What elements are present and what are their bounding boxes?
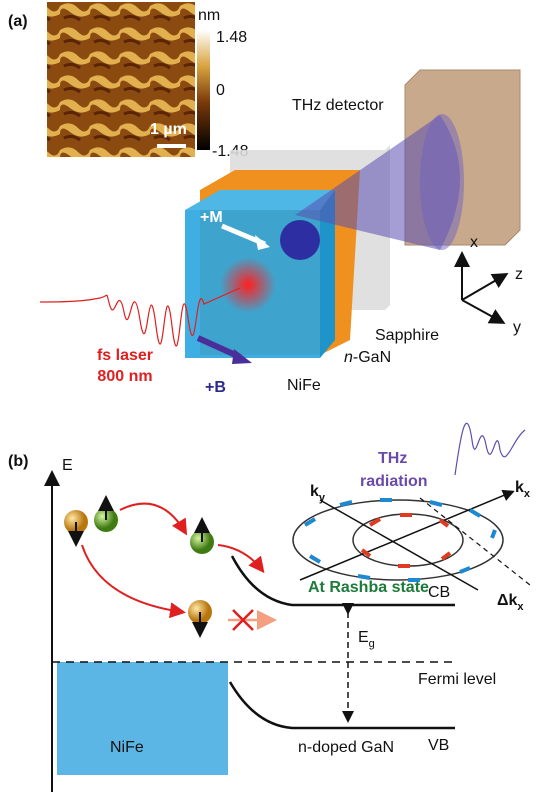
eg-main: E <box>358 629 369 646</box>
colorbar-max: 1.48 <box>216 29 247 46</box>
kx-main: k <box>515 479 524 496</box>
ky-sub: y <box>319 492 326 504</box>
vb-label: VB <box>428 737 449 754</box>
rashba-label: At Rashba state <box>308 579 429 596</box>
axes-glyph <box>462 255 505 322</box>
colorbar-mid: 0 <box>216 82 225 99</box>
electrons <box>64 499 272 634</box>
axis-x: x <box>470 234 478 251</box>
eg-sub: g <box>369 638 375 650</box>
detector-label: THz detector <box>292 97 384 114</box>
dkx-sub: x <box>517 601 524 613</box>
panel-label: (b) <box>8 453 28 470</box>
vb-band <box>230 682 455 728</box>
dkx-main: Δk <box>497 592 518 609</box>
laser-label: fs laser <box>97 347 153 364</box>
scale-label: 1 µm <box>150 121 187 138</box>
gan-label: n-doped GaN <box>298 739 394 756</box>
panel-label: (a) <box>8 13 28 30</box>
energy-label: E <box>62 457 73 474</box>
colorbar-unit: nm <box>198 7 220 24</box>
laser-spot <box>220 257 276 313</box>
rashba-diagram <box>293 423 530 590</box>
figure: (a) nm 1.48 0 -1.48 1 µm THz detector +M… <box>0 0 553 800</box>
thz-beam-end <box>420 114 464 250</box>
thz-source <box>280 220 320 260</box>
axis-y: y <box>513 319 521 336</box>
nife-block <box>57 662 228 775</box>
kx-label: kx <box>515 479 531 500</box>
eg-label: Eg <box>358 629 375 650</box>
nife-label: NiFe <box>287 377 321 394</box>
thz-label: THz <box>378 450 407 467</box>
nife-label: NiFe <box>110 739 144 756</box>
dkx-label: Δkx <box>497 592 524 613</box>
ky-main: k <box>310 483 319 500</box>
cb-label: CB <box>428 584 450 601</box>
magnetization-label: +M <box>200 209 223 226</box>
kx-sub: x <box>524 488 531 500</box>
gan-italic: n <box>344 349 353 366</box>
gan-label: n-GaN <box>344 349 391 366</box>
field-label: +B <box>205 379 226 396</box>
colorbar <box>197 30 210 150</box>
thz-label: radiation <box>360 473 428 490</box>
sapphire-label: Sapphire <box>375 327 439 344</box>
laser-label: 800 nm <box>97 368 152 385</box>
axis-z: z <box>515 266 523 283</box>
ky-label: ky <box>310 483 326 504</box>
gan-rest: -GaN <box>353 349 391 366</box>
fermi-label: Fermi level <box>418 671 496 688</box>
